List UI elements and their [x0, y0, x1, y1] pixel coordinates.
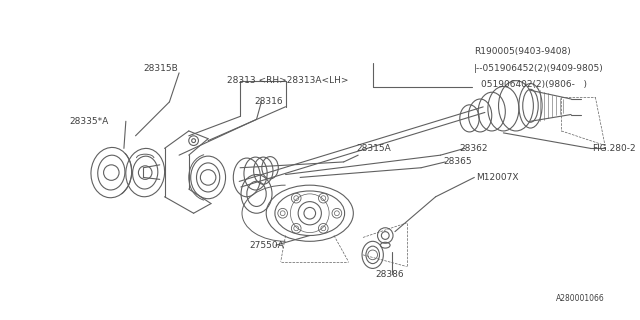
Text: 28335*A: 28335*A [70, 117, 109, 126]
Text: |--051906452(2)(9409-9805): |--051906452(2)(9409-9805) [474, 64, 604, 73]
Text: 28365: 28365 [444, 157, 472, 166]
Text: 28313 <RH>28313A<LH>: 28313 <RH>28313A<LH> [227, 76, 349, 85]
Text: 28316: 28316 [255, 97, 284, 107]
Text: 28386: 28386 [376, 270, 404, 279]
Text: 27550A: 27550A [250, 241, 285, 250]
Text: 28315B: 28315B [143, 64, 178, 73]
Text: R190005(9403-9408): R190005(9403-9408) [474, 47, 571, 56]
Text: FIG.280-2: FIG.280-2 [593, 144, 636, 153]
Text: 051906402(2)(9806-   ): 051906402(2)(9806- ) [481, 80, 587, 89]
Text: 28362: 28362 [460, 144, 488, 153]
Text: M12007X: M12007X [476, 173, 519, 182]
Text: 28315A: 28315A [356, 144, 391, 153]
Text: A280001066: A280001066 [556, 294, 605, 303]
